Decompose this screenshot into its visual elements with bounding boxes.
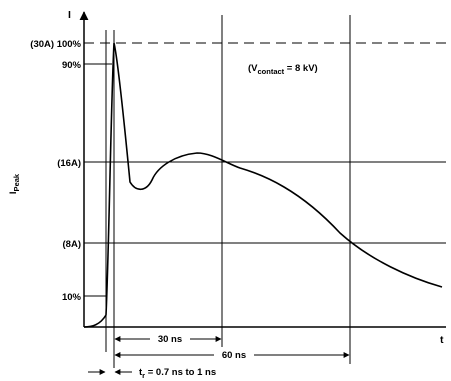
axes [79,11,446,328]
i16-label: (16A) [57,158,81,169]
t30-label: 30 ns [158,334,182,345]
ninety-percent-label: 90% [62,60,82,71]
i-peak-label: IPeak [8,173,21,194]
v-contact-label: (Vcontact = 8 kV) [248,63,318,76]
dimension-rise-time: tr = 0.7 ns to 1 ns [88,367,216,380]
current-waveform [83,42,443,328]
dimension-30ns: 30 ns [114,331,222,345]
reference-lines [84,42,446,297]
i8-label: (8A) [63,239,81,250]
time-markers [105,15,351,368]
t60-label: 60 ns [222,350,246,361]
dimension-60ns: 60 ns [114,347,350,361]
x-axis-label: t [440,334,444,346]
ten-percent-label: 10% [62,292,82,303]
rise-time-label: tr = 0.7 ns to 1 ns [139,367,216,380]
peak-level-label: (30A) 100% [30,39,81,50]
y-axis-label: I [68,9,71,21]
